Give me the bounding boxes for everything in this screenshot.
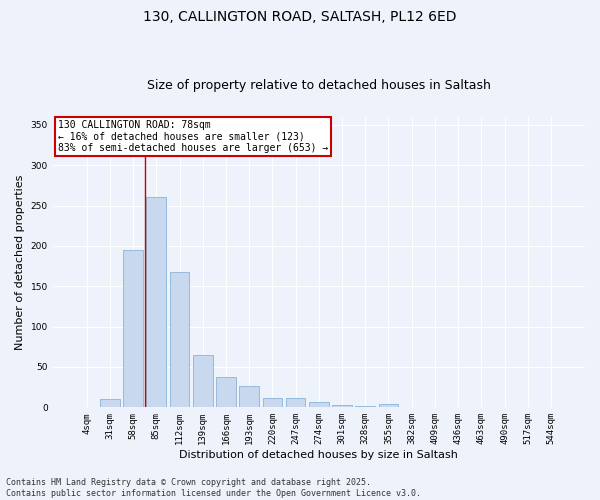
Bar — [100, 400, 120, 407]
Title: Size of property relative to detached houses in Saltash: Size of property relative to detached ho… — [147, 79, 491, 92]
Bar — [309, 402, 329, 407]
Bar — [286, 398, 305, 407]
Bar — [123, 250, 143, 408]
Bar — [332, 405, 352, 407]
Text: Contains HM Land Registry data © Crown copyright and database right 2025.
Contai: Contains HM Land Registry data © Crown c… — [6, 478, 421, 498]
Bar — [239, 386, 259, 407]
Bar — [448, 406, 468, 408]
Bar — [216, 376, 236, 408]
Bar — [355, 406, 375, 407]
Bar — [146, 198, 166, 408]
X-axis label: Distribution of detached houses by size in Saltash: Distribution of detached houses by size … — [179, 450, 458, 460]
Bar — [541, 406, 561, 408]
Text: 130 CALLINGTON ROAD: 78sqm
← 16% of detached houses are smaller (123)
83% of sem: 130 CALLINGTON ROAD: 78sqm ← 16% of deta… — [58, 120, 328, 153]
Bar — [77, 406, 97, 408]
Bar — [170, 272, 190, 407]
Text: 130, CALLINGTON ROAD, SALTASH, PL12 6ED: 130, CALLINGTON ROAD, SALTASH, PL12 6ED — [143, 10, 457, 24]
Bar — [402, 406, 422, 408]
Bar — [379, 404, 398, 407]
Y-axis label: Number of detached properties: Number of detached properties — [15, 174, 25, 350]
Bar — [263, 398, 282, 407]
Bar — [193, 355, 212, 408]
